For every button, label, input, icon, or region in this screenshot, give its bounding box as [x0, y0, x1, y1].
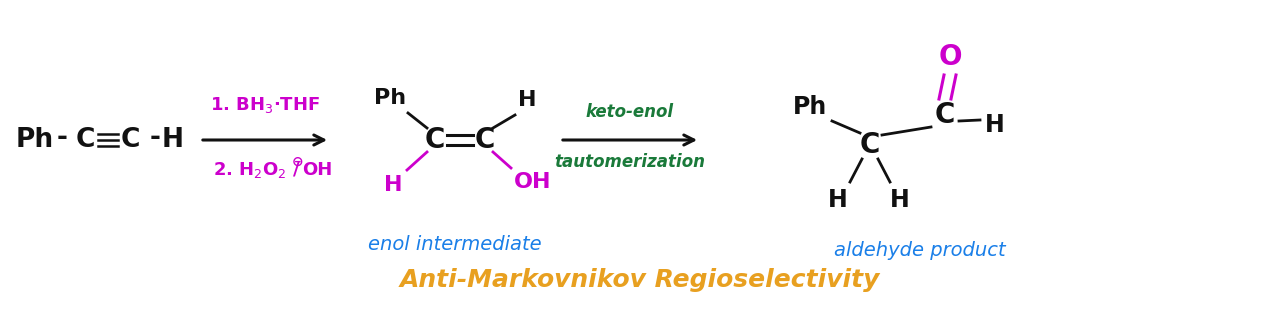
Text: OH: OH	[515, 172, 552, 192]
Text: H: H	[890, 188, 910, 212]
Text: keto-enol: keto-enol	[586, 103, 675, 121]
Text: H: H	[517, 90, 536, 110]
Text: Ph: Ph	[792, 95, 827, 119]
Text: tautomerization: tautomerization	[554, 153, 705, 171]
Text: 2. H$_2$O$_2$ /: 2. H$_2$O$_2$ /	[212, 160, 301, 180]
Text: OH: OH	[302, 161, 332, 179]
Text: Ph: Ph	[15, 127, 54, 153]
Text: C: C	[860, 131, 881, 159]
Text: H: H	[828, 188, 847, 212]
Text: C: C	[120, 127, 140, 153]
Text: C: C	[475, 126, 495, 154]
Text: aldehyde product: aldehyde product	[835, 241, 1006, 259]
Text: Anti-Markovnikov Regioselectivity: Anti-Markovnikov Regioselectivity	[399, 268, 881, 292]
Text: H: H	[163, 127, 184, 153]
Text: H: H	[986, 113, 1005, 137]
Text: -: -	[150, 125, 160, 151]
Text: -: -	[56, 125, 68, 151]
Text: O: O	[938, 43, 961, 71]
Text: H: H	[384, 175, 402, 195]
Text: Ph: Ph	[374, 88, 406, 108]
Text: 1. BH$_3$·THF: 1. BH$_3$·THF	[210, 95, 320, 115]
Text: ⊖: ⊖	[292, 155, 303, 169]
Text: C: C	[425, 126, 445, 154]
Text: enol intermediate: enol intermediate	[369, 236, 541, 255]
Text: C: C	[934, 101, 955, 129]
Text: C: C	[76, 127, 95, 153]
